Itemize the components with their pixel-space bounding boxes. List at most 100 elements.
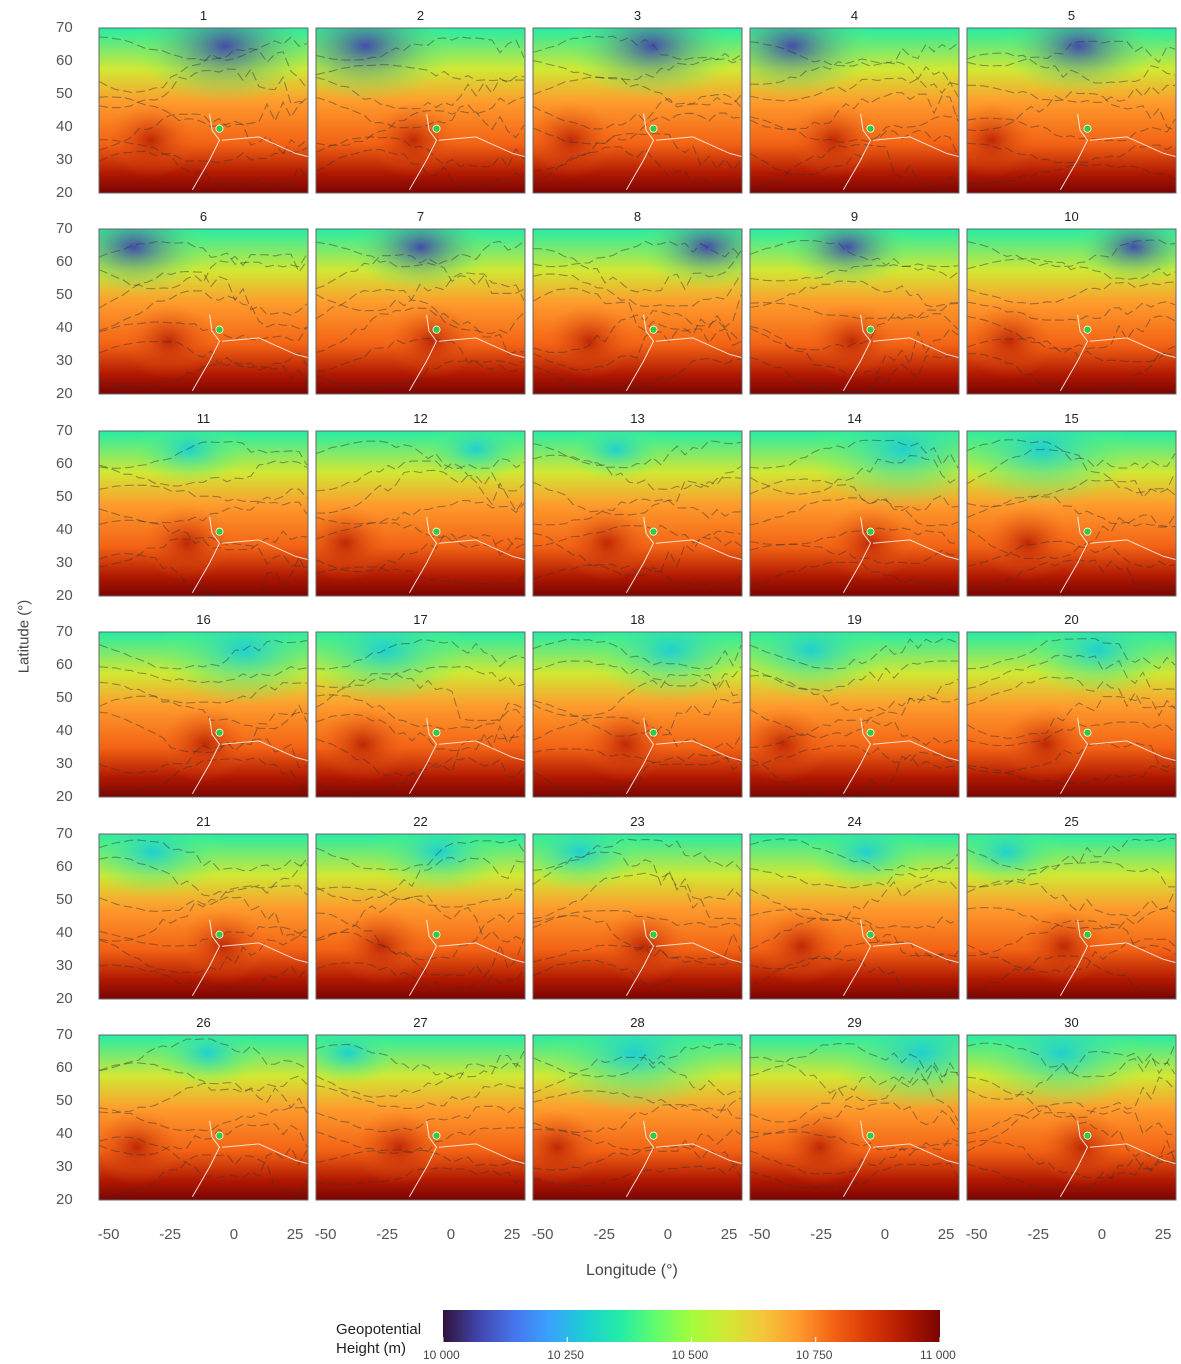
map-panel: [315, 631, 526, 798]
panel-title: 15: [1064, 411, 1079, 426]
colorbar-tick-label: 10 250: [547, 1348, 584, 1362]
y-tick-label: 60: [56, 656, 73, 673]
x-tick-label: -50: [314, 1226, 337, 1243]
y-tick-label: 50: [56, 85, 73, 102]
y-tick-label: 70: [56, 422, 73, 439]
y-tick-label: 50: [56, 891, 73, 908]
x-tick-label: 0: [446, 1226, 456, 1243]
map-panel: [98, 228, 309, 395]
y-tick-label: 40: [56, 1125, 73, 1142]
colorbar-tick-label: 10 750: [795, 1348, 833, 1362]
site-marker: [649, 325, 658, 334]
site-marker: [1083, 930, 1092, 939]
y-tick-label: 20: [56, 184, 73, 201]
panel-title: 9: [850, 209, 859, 224]
panel-title: 19: [847, 612, 862, 627]
site-marker: [215, 325, 224, 334]
site-marker: [432, 124, 441, 133]
x-axis-label: Longitude (°): [586, 1262, 678, 1279]
panel-title: 28: [630, 1015, 645, 1030]
panel-title: 3: [633, 8, 642, 23]
site-marker: [432, 325, 441, 334]
y-tick-label: 30: [56, 957, 73, 974]
x-tick-label: -25: [593, 1226, 615, 1243]
site-marker: [649, 124, 658, 133]
y-tick-label: 30: [56, 151, 73, 168]
site-marker: [215, 527, 224, 536]
y-tick-label: 50: [56, 1092, 73, 1109]
colorbar-tick-label: 11 000: [920, 1348, 956, 1362]
panel-title: 24: [847, 814, 862, 829]
x-tick-label: -50: [748, 1226, 771, 1243]
y-tick-label: 20: [56, 1191, 73, 1208]
colorbar-tick-label: 10 000: [423, 1348, 460, 1362]
panel-title: 10: [1064, 209, 1079, 224]
site-marker: [866, 325, 875, 334]
x-tick-label: -25: [376, 1226, 398, 1243]
panel-title: 23: [630, 814, 645, 829]
y-tick-label: 70: [56, 220, 73, 237]
panel-title: 12: [413, 411, 428, 426]
panel-title: 21: [196, 814, 211, 829]
panel-title: 26: [196, 1015, 211, 1030]
panel-title: 27: [413, 1015, 428, 1030]
y-tick-label: 50: [56, 488, 73, 505]
panel-title: 16: [196, 612, 211, 627]
y-tick-label: 40: [56, 924, 73, 941]
x-tick-label: 25: [503, 1226, 521, 1243]
y-tick-label: 70: [56, 623, 73, 640]
panel-title: 22: [413, 814, 428, 829]
map-panel: [749, 1034, 960, 1201]
map-panel: [749, 833, 960, 1000]
map-panel: [966, 1034, 1177, 1201]
x-tick-label: -50: [531, 1226, 554, 1243]
panel-title: 1: [199, 8, 208, 23]
y-tick-label: 40: [56, 118, 73, 135]
y-tick-label: 20: [56, 587, 73, 604]
map-panel: [98, 430, 309, 597]
map-panel: [532, 631, 743, 798]
site-marker: [1083, 325, 1092, 334]
site-marker: [432, 728, 441, 737]
y-tick-label: 30: [56, 554, 73, 571]
y-tick-label: 50: [56, 286, 73, 303]
map-panel: [749, 430, 960, 597]
map-panel: [98, 631, 309, 798]
x-tick-label: -25: [1027, 1226, 1049, 1243]
x-tick-label: -50: [97, 1226, 120, 1243]
site-marker: [649, 930, 658, 939]
panel-title: 30: [1064, 1015, 1079, 1030]
map-panel: [98, 1034, 309, 1201]
x-tick-label: -25: [810, 1226, 832, 1243]
x-tick-label: -25: [159, 1226, 181, 1243]
colorbar-tick-label: 10 500: [671, 1348, 709, 1362]
map-panel: [749, 631, 960, 798]
site-marker: [649, 728, 658, 737]
map-panel: [98, 27, 309, 194]
panel-title: 6: [199, 209, 208, 224]
colorbar: [443, 1310, 940, 1342]
site-marker: [1083, 124, 1092, 133]
y-tick-label: 70: [56, 825, 73, 842]
map-panel: [749, 27, 960, 194]
site-marker: [649, 1131, 658, 1140]
map-panel: [532, 430, 743, 597]
x-tick-label: 25: [286, 1226, 304, 1243]
x-tick-label: 0: [663, 1226, 673, 1243]
y-tick-label: 30: [56, 1158, 73, 1175]
x-tick-label: 25: [720, 1226, 738, 1243]
map-panel: [966, 833, 1177, 1000]
site-marker: [866, 124, 875, 133]
x-tick-label: -50: [965, 1226, 988, 1243]
panel-title: 11: [196, 411, 211, 426]
y-axis-label: Latitude (°): [15, 599, 33, 674]
map-panel: [749, 228, 960, 395]
site-marker: [866, 1131, 875, 1140]
site-marker: [432, 930, 441, 939]
colorbar-title: Geopotential Height (m): [336, 1320, 421, 1358]
site-marker: [866, 728, 875, 737]
panel-title: 17: [413, 612, 428, 627]
panel-title: 18: [630, 612, 645, 627]
panel-title: 7: [416, 209, 425, 224]
